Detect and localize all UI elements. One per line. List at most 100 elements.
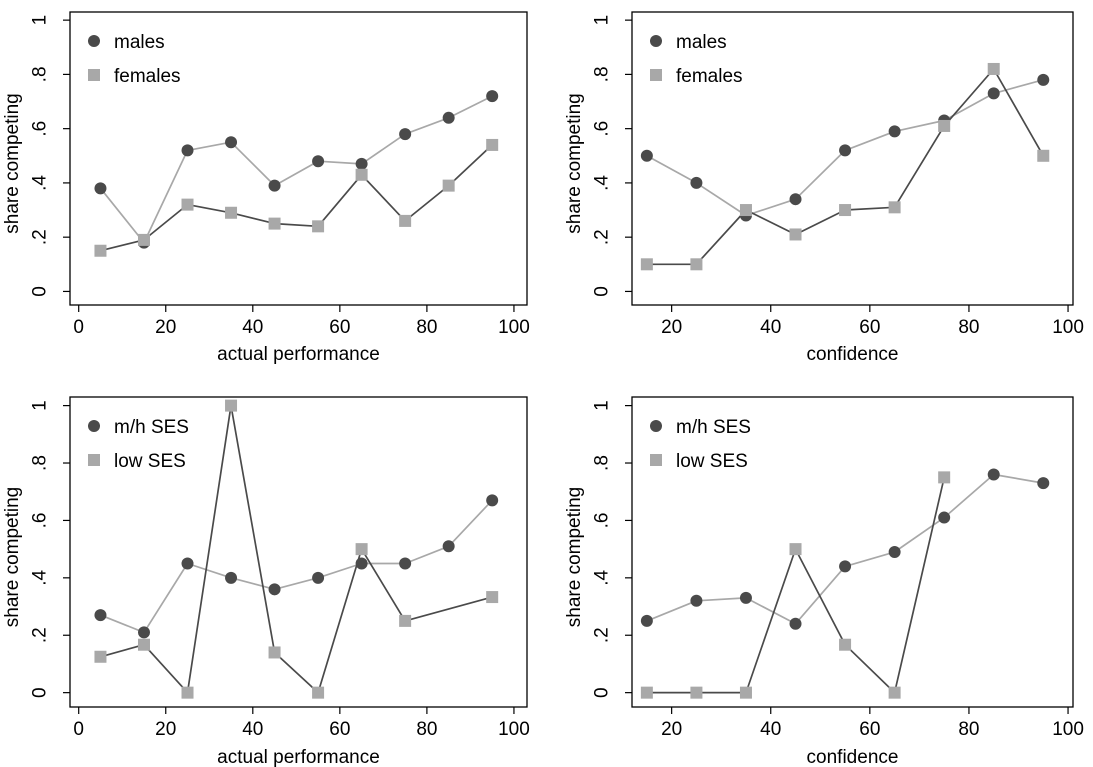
data-point-0 [355, 557, 368, 570]
data-point-1 [181, 198, 194, 211]
data-point-0 [268, 583, 281, 596]
data-point-1 [399, 214, 412, 227]
y-tick-label: 0 [30, 286, 51, 297]
data-point-1 [268, 646, 281, 659]
x-axis-label: confidence [807, 344, 899, 365]
legend-label: females [676, 66, 743, 87]
data-point-1 [640, 258, 653, 271]
chart-actual-performance-ses: 0 .2 .4 .6 .8 1 0 20 40 60 80 100 actual performance… [2, 396, 530, 767]
legend-label: males [676, 32, 727, 53]
x-tick-label: 40 [242, 317, 263, 338]
plot-frame [69, 11, 528, 306]
plot-frame [631, 11, 1074, 306]
data-point-0 [399, 128, 412, 141]
y-tick-label: 1 [592, 15, 613, 26]
data-point-1 [789, 228, 802, 241]
x-axis-label: actual performance [217, 747, 380, 767]
data-point-0 [1037, 477, 1050, 490]
series-line-0 [646, 473, 1044, 625]
data-point-0 [181, 144, 194, 157]
series-line-1 [646, 477, 946, 694]
data-point-1 [355, 168, 368, 181]
data-point-1 [690, 258, 703, 271]
data-point-0 [399, 557, 412, 570]
legend-marker [650, 35, 662, 47]
y-tick-label: .2 [30, 229, 51, 245]
y-tick-label: .6 [592, 512, 613, 528]
data-point-1 [938, 119, 951, 132]
x-axis-label: confidence [807, 747, 899, 767]
data-point-1 [1037, 149, 1050, 162]
y-tick-label: .2 [592, 229, 613, 245]
y-tick-label: .6 [592, 121, 613, 137]
data-point-1 [94, 244, 107, 257]
data-point-0 [442, 540, 455, 553]
x-tick-label: 0 [73, 317, 84, 338]
series-line-0 [100, 499, 493, 634]
x-axis-label: actual performance [217, 344, 380, 365]
y-tick-label: .8 [592, 455, 613, 471]
y-tick-label: .6 [30, 121, 51, 137]
data-point-0 [1037, 73, 1050, 86]
data-point-0 [987, 87, 1000, 100]
data-point-1 [789, 543, 802, 556]
data-point-0 [888, 546, 901, 558]
y-tick-label: .8 [592, 66, 613, 82]
x-tick-label: 40 [242, 719, 263, 740]
legend-marker [88, 420, 100, 432]
data-point-0 [486, 494, 499, 507]
y-tick-label: 1 [592, 400, 613, 411]
x-tick-label: 80 [416, 719, 437, 740]
x-tick-label: 80 [958, 719, 979, 740]
chart-actual-performance-gender: 0 .2 .4 .6 .8 1 0 20 40 60 80 100 actual performance… [2, 11, 530, 365]
data-point-0 [312, 155, 325, 168]
legend-marker [88, 35, 100, 47]
x-tick-label: 40 [760, 317, 781, 338]
data-point-0 [789, 617, 802, 630]
data-point-0 [690, 176, 703, 189]
data-point-0 [442, 111, 455, 124]
data-point-1 [312, 686, 325, 699]
y-tick-label: .4 [30, 569, 51, 585]
y-tick-label: 0 [592, 286, 613, 297]
data-point-1 [137, 638, 150, 651]
series-line-1 [100, 144, 493, 252]
data-point-1 [268, 217, 281, 230]
data-point-1 [839, 204, 852, 217]
plot-frame [631, 396, 1074, 708]
chart-confidence-gender: 0 .2 .4 .6 .8 1 20 40 60 80 100 confidence share com… [564, 11, 1084, 365]
data-point-0 [987, 468, 1000, 481]
data-point-1 [442, 179, 455, 192]
data-point-0 [888, 125, 901, 138]
x-tick-label: 100 [1052, 719, 1084, 740]
legend-marker [88, 454, 100, 466]
chart-confidence-ses: 0 .2 .4 .6 .8 1 20 40 60 80 100 confidence share com… [564, 396, 1084, 767]
legend-label: m/h SES [676, 417, 751, 438]
x-tick-label: 20 [661, 317, 682, 338]
y-axis-label: share competing [2, 93, 23, 233]
y-tick-label: .2 [30, 627, 51, 643]
legend-label: low SES [676, 451, 748, 472]
data-point-0 [839, 560, 852, 573]
x-tick-label: 100 [498, 317, 530, 338]
data-point-1 [94, 650, 107, 663]
data-point-0 [789, 193, 802, 206]
data-point-0 [312, 571, 325, 584]
x-tick-label: 60 [859, 719, 880, 740]
data-point-1 [888, 201, 901, 214]
y-tick-label: .4 [30, 175, 51, 191]
data-point-1 [225, 206, 238, 219]
plot-frame [69, 396, 528, 708]
y-tick-label: 0 [30, 687, 51, 698]
data-point-1 [312, 220, 325, 233]
data-point-1 [137, 233, 150, 246]
y-axis-label: share competing [564, 487, 585, 627]
legend-marker [650, 420, 662, 432]
data-point-0 [938, 511, 951, 524]
y-tick-label: 1 [30, 15, 51, 26]
data-point-1 [739, 686, 752, 699]
x-tick-label: 20 [155, 719, 176, 740]
data-point-1 [486, 138, 499, 151]
data-point-1 [888, 686, 901, 699]
y-tick-label: .2 [592, 627, 613, 643]
